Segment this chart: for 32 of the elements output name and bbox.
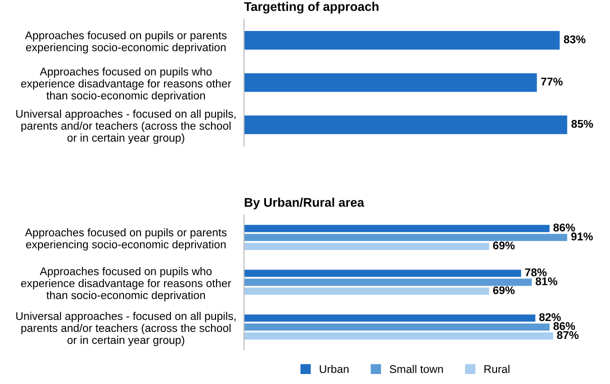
data-label: 69%	[493, 286, 515, 294]
legend-label: Small town	[390, 364, 443, 374]
bar	[244, 234, 568, 242]
bar	[244, 314, 536, 322]
y-tick-label: Approaches focused on pupils who experience disadvantage for reasons other than socio-economic deprivation	[21, 267, 232, 302]
bar	[244, 332, 554, 340]
bar	[244, 270, 522, 277]
chart-title: Targetting of approach	[244, 2, 378, 14]
y-tick-label: Approaches focused on pupils or parents experiencing socio-economic deprivation	[24, 31, 227, 54]
bar	[244, 242, 490, 250]
data-label: 85%	[571, 120, 594, 128]
data-label: 78%	[525, 268, 547, 276]
y-tick-label: Universal approaches - focused on all pupils, parents and/or teachers (across the school or in certain year group)	[16, 312, 236, 346]
y-tick-label: Approaches focused on pupils or parents experiencing socio-economic deprivation	[24, 228, 227, 251]
bar	[244, 323, 550, 331]
data-label: 82%	[539, 313, 561, 322]
data-label: 91%	[571, 232, 593, 240]
y-tick-label: Universal approaches - focused on all pupils, parents and/or teachers (across the school or in certain year group)	[16, 110, 236, 144]
chart-title: By Urban/Rural area	[244, 198, 364, 210]
bar	[244, 224, 550, 232]
data-label: 77%	[541, 78, 563, 86]
legend-label: Rural	[484, 364, 510, 374]
legend-label: Urban	[320, 364, 349, 374]
y-tick-label: Approaches focused on pupils who experience disadvantage for reasons other than socio-economic deprivation	[21, 67, 232, 102]
data-label: 86%	[553, 224, 576, 232]
data-label: 83%	[564, 35, 586, 44]
bar	[244, 278, 532, 286]
data-label: 69%	[493, 242, 515, 250]
data-label: 86%	[553, 322, 576, 330]
data-label: 87%	[556, 331, 579, 339]
bar	[244, 288, 490, 295]
data-label: 81%	[536, 277, 558, 286]
